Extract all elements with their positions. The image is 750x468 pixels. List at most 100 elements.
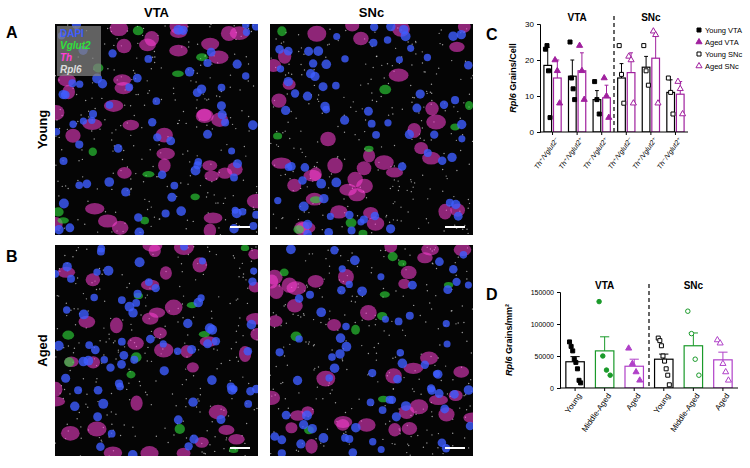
speckle	[186, 437, 187, 438]
speckle	[213, 348, 214, 349]
speckle	[99, 437, 100, 438]
speckle	[148, 201, 149, 202]
nucleus	[83, 179, 92, 188]
cell-th	[204, 171, 218, 182]
speckle	[236, 331, 237, 332]
nucleus	[197, 294, 204, 301]
speckle	[133, 145, 134, 146]
x-tick-mark	[577, 132, 578, 135]
speckle	[296, 450, 297, 451]
speckle	[460, 79, 461, 80]
nucleus	[174, 348, 181, 355]
speckle	[377, 381, 378, 382]
speckle	[318, 101, 319, 102]
nucleus	[452, 278, 460, 286]
speckle	[152, 57, 153, 58]
cell-vglut2	[351, 325, 360, 335]
speckle	[451, 60, 452, 61]
speckle	[141, 127, 142, 128]
speckle	[322, 229, 323, 230]
speckle	[453, 106, 454, 107]
speckle	[76, 94, 77, 95]
speckle	[248, 130, 249, 131]
speckle	[133, 70, 134, 71]
speckle	[338, 40, 339, 41]
speckle	[122, 319, 123, 320]
nucleus	[466, 422, 473, 431]
speckle	[111, 231, 112, 232]
data-point	[630, 100, 636, 105]
speckle	[147, 209, 148, 210]
speckle	[167, 442, 168, 443]
speckle	[445, 175, 446, 176]
speckle	[137, 43, 138, 44]
speckle	[472, 308, 473, 309]
speckle	[367, 83, 368, 84]
micrograph	[55, 245, 258, 456]
nucleus	[158, 171, 167, 180]
speckle	[376, 353, 377, 354]
nucleus	[104, 177, 114, 187]
speckle	[391, 321, 392, 322]
speckle	[256, 192, 257, 193]
nucleus	[173, 25, 183, 35]
cell-th	[247, 194, 258, 208]
cell-th	[218, 425, 234, 435]
speckle	[212, 421, 213, 422]
speckle	[183, 295, 184, 296]
speckle	[280, 175, 281, 176]
speckle	[203, 453, 204, 454]
cell-th	[353, 32, 369, 46]
speckle	[238, 325, 239, 326]
speckle	[288, 408, 289, 409]
speckle	[161, 67, 162, 68]
cell-th	[384, 245, 397, 253]
speckle	[446, 178, 447, 179]
speckle	[300, 316, 301, 317]
nucleus	[398, 359, 408, 369]
cell-th	[55, 105, 64, 120]
speckle	[129, 283, 130, 284]
speckle	[276, 131, 277, 132]
nucleus	[301, 163, 310, 172]
speckle	[411, 43, 412, 44]
speckle	[305, 260, 306, 261]
data-point	[571, 87, 575, 91]
nucleus	[114, 144, 123, 153]
speckle	[124, 424, 125, 425]
nucleus	[252, 24, 258, 30]
speckle	[341, 226, 342, 227]
speckle	[197, 398, 198, 399]
x-tick-label: Young	[563, 392, 583, 416]
nucleus	[75, 141, 83, 149]
data-point	[575, 367, 579, 371]
data-point	[675, 78, 681, 83]
speckle	[55, 164, 56, 165]
speckle	[179, 120, 180, 121]
speckle	[312, 253, 313, 254]
speckle	[219, 96, 220, 97]
nucleus	[97, 248, 105, 256]
speckle	[394, 444, 395, 445]
speckle	[230, 117, 231, 118]
data-point	[633, 368, 639, 373]
speckle	[69, 393, 70, 394]
speckle	[315, 438, 316, 439]
nucleus	[183, 319, 192, 328]
speckle	[300, 130, 301, 131]
speckle	[407, 443, 408, 444]
nucleus	[464, 61, 473, 70]
speckle	[469, 94, 470, 95]
speckle	[410, 85, 411, 86]
speckle	[161, 99, 162, 100]
speckle	[441, 380, 442, 381]
nucleus	[281, 106, 290, 115]
group-divider	[648, 284, 649, 388]
speckle	[398, 190, 399, 191]
speckle	[216, 368, 217, 369]
cell-th	[104, 446, 122, 456]
speckle	[158, 144, 159, 145]
speckle	[443, 230, 444, 231]
bar	[642, 67, 650, 132]
speckle	[187, 334, 188, 335]
